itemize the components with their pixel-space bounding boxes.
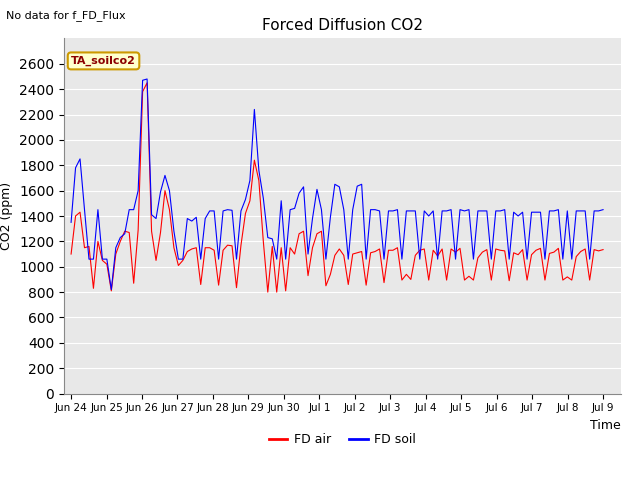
FD soil [67, 219, 75, 225]
X-axis label: Time: Time [590, 419, 621, 432]
Y-axis label: CO2 (ppm): CO2 (ppm) [1, 182, 13, 250]
FD soil [497, 208, 504, 214]
Text: No data for f_FD_Flux: No data for f_FD_Flux [6, 10, 126, 21]
Line: FD air: FD air [71, 83, 603, 292]
FD air [590, 247, 598, 252]
FD air [143, 80, 151, 85]
FD soil [143, 76, 151, 82]
FD soil [220, 208, 227, 214]
FD soil [188, 218, 196, 224]
FD air [599, 247, 607, 252]
Line: FD soil: FD soil [71, 79, 603, 289]
FD air [371, 249, 379, 254]
FD air [443, 277, 451, 283]
FD air [264, 289, 271, 295]
FD air [184, 249, 191, 254]
FD air [497, 247, 504, 253]
Text: TA_soilco2: TA_soilco2 [71, 56, 136, 66]
FD soil [371, 207, 379, 213]
Legend: FD air, FD soil: FD air, FD soil [264, 428, 421, 451]
Title: Forced Diffusion CO2: Forced Diffusion CO2 [262, 18, 423, 33]
FD soil [108, 287, 115, 292]
FD soil [599, 207, 607, 213]
FD soil [590, 208, 598, 214]
FD air [215, 282, 223, 288]
FD soil [443, 208, 451, 214]
FD air [67, 251, 75, 257]
